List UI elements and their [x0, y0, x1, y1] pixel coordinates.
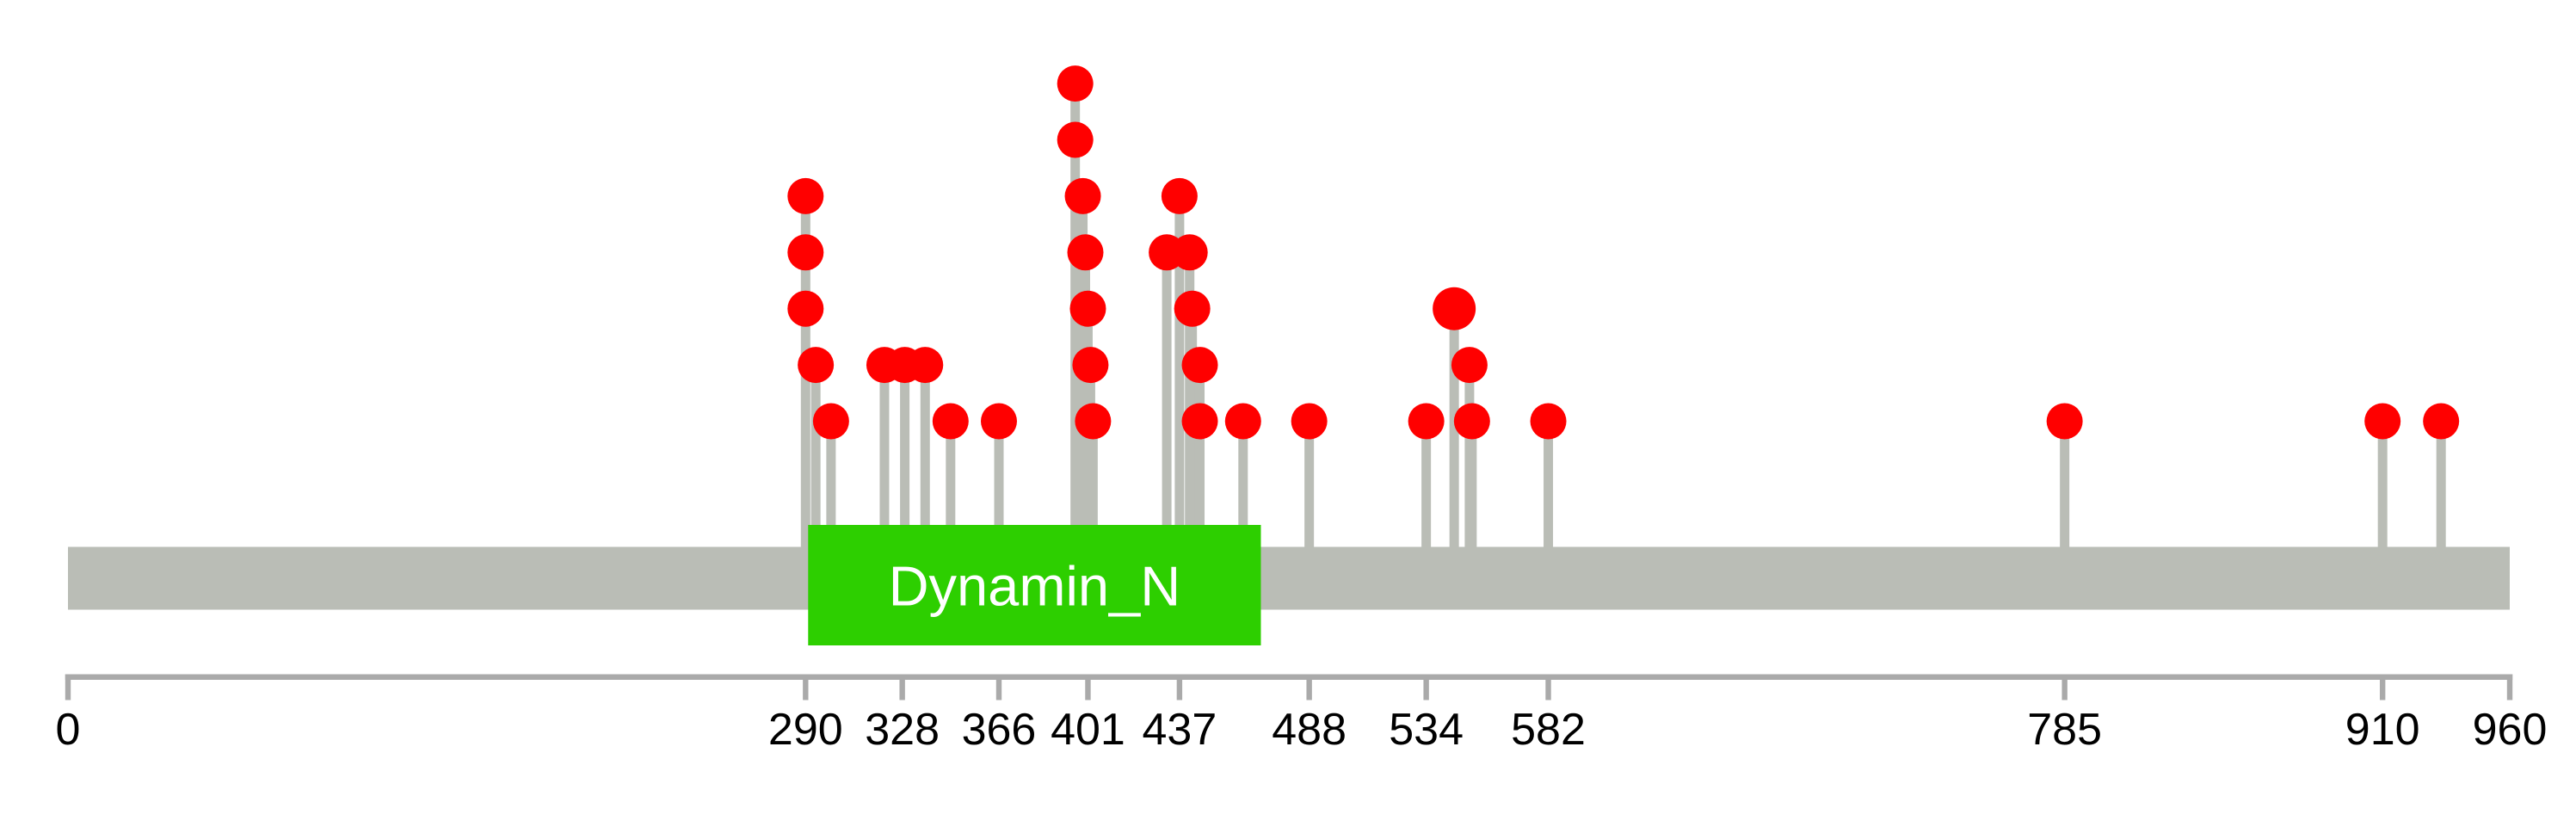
axis-tick-label: 582	[1511, 705, 1586, 755]
axis-tick	[2379, 674, 2386, 700]
mutation-circle	[812, 403, 849, 440]
axis-tick-label: 785	[2027, 705, 2102, 755]
mutation-stem	[946, 421, 956, 594]
axis-tick	[995, 674, 1002, 700]
mutation-stem	[1544, 421, 1554, 594]
mutation-circle	[932, 403, 969, 440]
mutation-stem	[1449, 308, 1459, 594]
mutation-circle	[980, 403, 1017, 440]
mutation-circle	[2423, 403, 2460, 440]
mutation-circle	[1291, 403, 1328, 440]
protein-backbone	[68, 546, 2510, 610]
axis-tick	[1306, 674, 1312, 700]
mutation-stem	[879, 365, 890, 594]
mutation-circle	[1072, 347, 1109, 384]
axis-line	[65, 674, 2513, 680]
domain-box	[808, 525, 1261, 645]
mutation-circle	[1067, 234, 1104, 271]
mutation-circle	[1453, 403, 1490, 440]
mutation-circle	[1057, 121, 1094, 158]
mutation-stem	[1304, 421, 1315, 594]
mutation-circle	[1057, 65, 1094, 102]
protein-domains-layer: Dynamin_N	[808, 525, 1261, 645]
mutation-stem	[994, 421, 1004, 594]
mutation-stem	[900, 365, 910, 594]
protein-backbone-layer	[68, 546, 2510, 610]
mutation-circle	[787, 177, 824, 214]
mutation-circle	[1149, 234, 1186, 271]
mutation-circle	[1408, 403, 1445, 440]
mutation-circles-layer	[787, 65, 2460, 440]
mutation-stem	[1421, 421, 1432, 594]
axis-tick	[1176, 674, 1183, 700]
mutation-stem	[1162, 252, 1172, 594]
axis-tick	[2506, 674, 2513, 700]
mutation-circle	[1451, 347, 1488, 384]
mutation-circle	[1075, 403, 1112, 440]
axis-tick-label: 366	[962, 705, 1037, 755]
mutation-circle	[866, 347, 903, 384]
axis-tick	[803, 674, 809, 700]
mutation-stem	[1174, 195, 1185, 594]
mutation-circle	[1181, 403, 1218, 440]
mutation-circle	[798, 347, 835, 384]
axis-tick-label: 0	[56, 705, 81, 755]
mutation-stem	[2060, 421, 2070, 594]
axis-tick	[1545, 674, 1551, 700]
mutation-circle	[1530, 403, 1567, 440]
axis-tick-label: 437	[1142, 705, 1217, 755]
axis-tick-label: 328	[865, 705, 940, 755]
mutation-circle	[787, 290, 824, 327]
mutation-stem	[920, 365, 930, 594]
domain-label: Dynamin_N	[889, 554, 1181, 617]
mutation-circle	[1433, 287, 1476, 330]
mutation-stem	[2377, 421, 2388, 594]
mutation-stem	[1078, 195, 1088, 594]
axis-tick-label: 488	[1272, 705, 1347, 755]
mutation-circle	[2364, 403, 2401, 440]
mutation-circle	[2046, 403, 2083, 440]
mutation-stem	[826, 421, 836, 594]
mutation-stem	[1238, 421, 1248, 594]
mutation-stem	[1195, 365, 1205, 594]
mutation-stem	[2436, 421, 2446, 594]
axis-tick-label: 290	[768, 705, 843, 755]
mutation-stem	[1070, 83, 1081, 595]
mutation-circle	[1181, 347, 1218, 384]
mutation-stems-layer	[800, 83, 2446, 595]
mutation-circle	[1174, 290, 1211, 327]
x-axis-layer: 0 290 328 366 401 437 488 534 582 785 910 960	[56, 674, 2548, 755]
axis-tick-label: 401	[1051, 705, 1125, 755]
axis-tick	[1423, 674, 1429, 700]
axis-tick	[2061, 674, 2068, 700]
axis-tick-label: 534	[1389, 705, 1464, 755]
mutation-stem	[810, 365, 821, 594]
mutation-circle	[787, 234, 824, 271]
axis-tick	[65, 674, 71, 700]
axis-tick-label: 960	[2473, 705, 2548, 755]
mutation-stem	[800, 195, 810, 594]
mutation-circle	[1161, 177, 1198, 214]
axis-tick-label: 910	[2345, 705, 2420, 755]
mutation-stem	[1464, 365, 1475, 594]
axis-tick	[1085, 674, 1091, 700]
mutation-circle	[1224, 403, 1261, 440]
axis-tick	[899, 674, 905, 700]
mutation-circle	[1069, 290, 1106, 327]
mutation-circle	[1064, 177, 1101, 214]
